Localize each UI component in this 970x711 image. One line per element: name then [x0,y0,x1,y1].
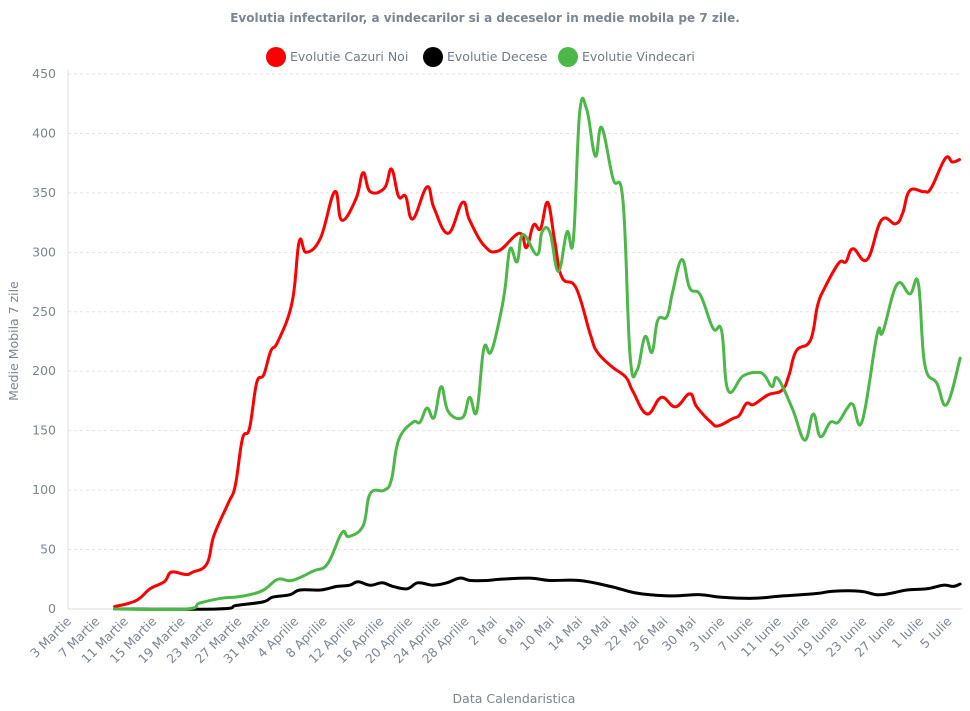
y-tick-label: 400 [32,125,56,140]
y-tick-label: 250 [32,304,56,319]
y-tick-label: 0 [48,601,56,616]
legend-label: Evolutie Vindecari [582,49,695,64]
y-tick-label: 50 [40,542,56,557]
y-tick-label: 350 [32,185,56,200]
x-tick-label: 5 Iulie [917,613,955,651]
legend-label: Evolutie Cazuri Noi [290,49,408,64]
y-tick-label: 150 [32,423,56,438]
series-lines [113,96,962,612]
legend-marker-1 [423,47,443,67]
legend-marker-0 [266,47,286,67]
cases-line [113,155,961,609]
deaths-line [113,576,962,611]
recoveries-line [113,96,962,612]
y-axis-title: Medie Mobila 7 zile [6,281,21,401]
y-tick-label: 300 [32,244,56,259]
x-axis-title: Data Calendaristica [453,691,576,706]
y-tick-label: 100 [32,482,56,497]
y-axis-ticks: 0 50 100 150 200 250 300 350 400 450 [32,66,56,616]
x-tick-label: 2 Mai [466,614,501,649]
legend: Evolutie Cazuri Noi Evolutie Decese Evolut… [266,47,695,67]
legend-marker-2 [558,47,578,67]
y-tick-label: 450 [32,66,56,81]
legend-label: Evolutie Decese [447,49,548,64]
chart-title: Evolutia infectarilor, a vindecarilor si… [230,11,740,25]
y-tick-label: 200 [32,363,56,378]
gridlines [67,70,962,610]
